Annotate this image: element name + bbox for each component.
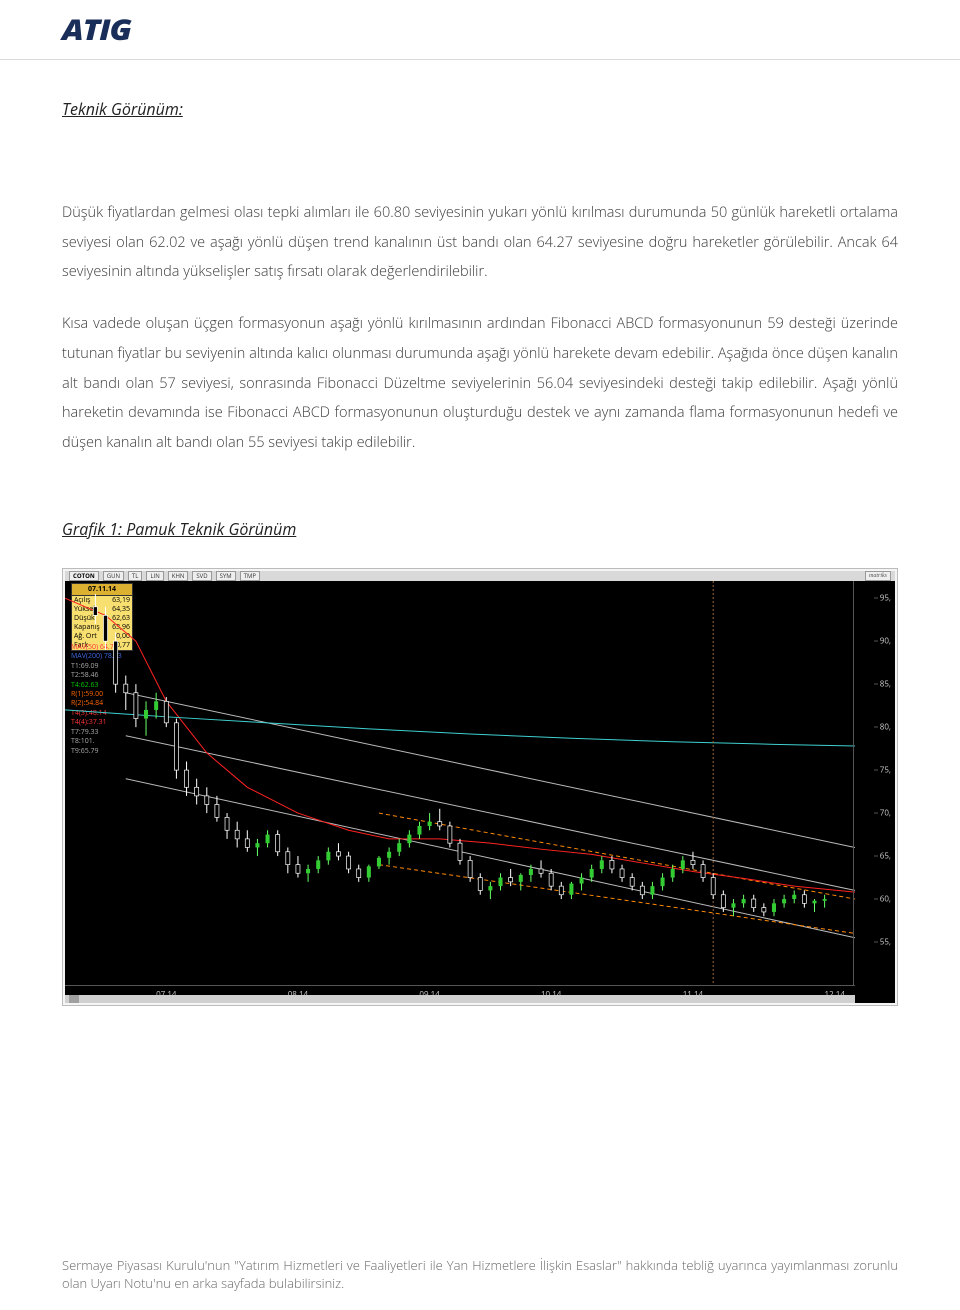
- content: Teknik Görünüm: Düşük fiyatlardan gelmes…: [0, 60, 960, 1006]
- chart-title: Grafik 1: Pamuk Teknik Görünüm: [62, 518, 898, 540]
- toolbar-btn[interactable]: KHN: [168, 571, 189, 581]
- disclaimer-footer: Sermaye Piyasası Kurulu'nun "Yatırım Hiz…: [62, 1256, 898, 1292]
- chart-toolbar: COTON GUN TL LIN KHN SVD SYM TMP matriks: [65, 571, 895, 581]
- chart-container: COTON GUN TL LIN KHN SVD SYM TMP matriks…: [62, 568, 898, 1006]
- toolbar-btn[interactable]: LIN: [146, 571, 163, 581]
- chart-symbol: COTON: [69, 571, 99, 581]
- toolbar-btn[interactable]: TL: [128, 571, 142, 581]
- chart-scrollbar[interactable]: [65, 995, 855, 1003]
- toolbar-btn[interactable]: TMP: [240, 571, 260, 581]
- header: ATIG: [0, 0, 960, 60]
- logo: ATIG: [62, 11, 131, 49]
- plot-area: [65, 581, 855, 985]
- toolbar-btn[interactable]: SVD: [192, 571, 211, 581]
- paragraph-1: Düşük fiyatlardan gelmesi olası tepki al…: [62, 198, 898, 287]
- section-title: Teknik Görünüm:: [62, 98, 898, 120]
- toolbar-btn[interactable]: GUN: [103, 571, 124, 581]
- chart-brand: matriks: [865, 571, 891, 581]
- paragraph-2: Kısa vadede oluşan üçgen formasyonun aşa…: [62, 309, 898, 458]
- candlestick-chart: COTON GUN TL LIN KHN SVD SYM TMP matriks…: [65, 571, 895, 1003]
- y-axis: 55,60,65,70,75,80,85,90,95,: [853, 581, 893, 985]
- toolbar-btn[interactable]: SYM: [216, 571, 236, 581]
